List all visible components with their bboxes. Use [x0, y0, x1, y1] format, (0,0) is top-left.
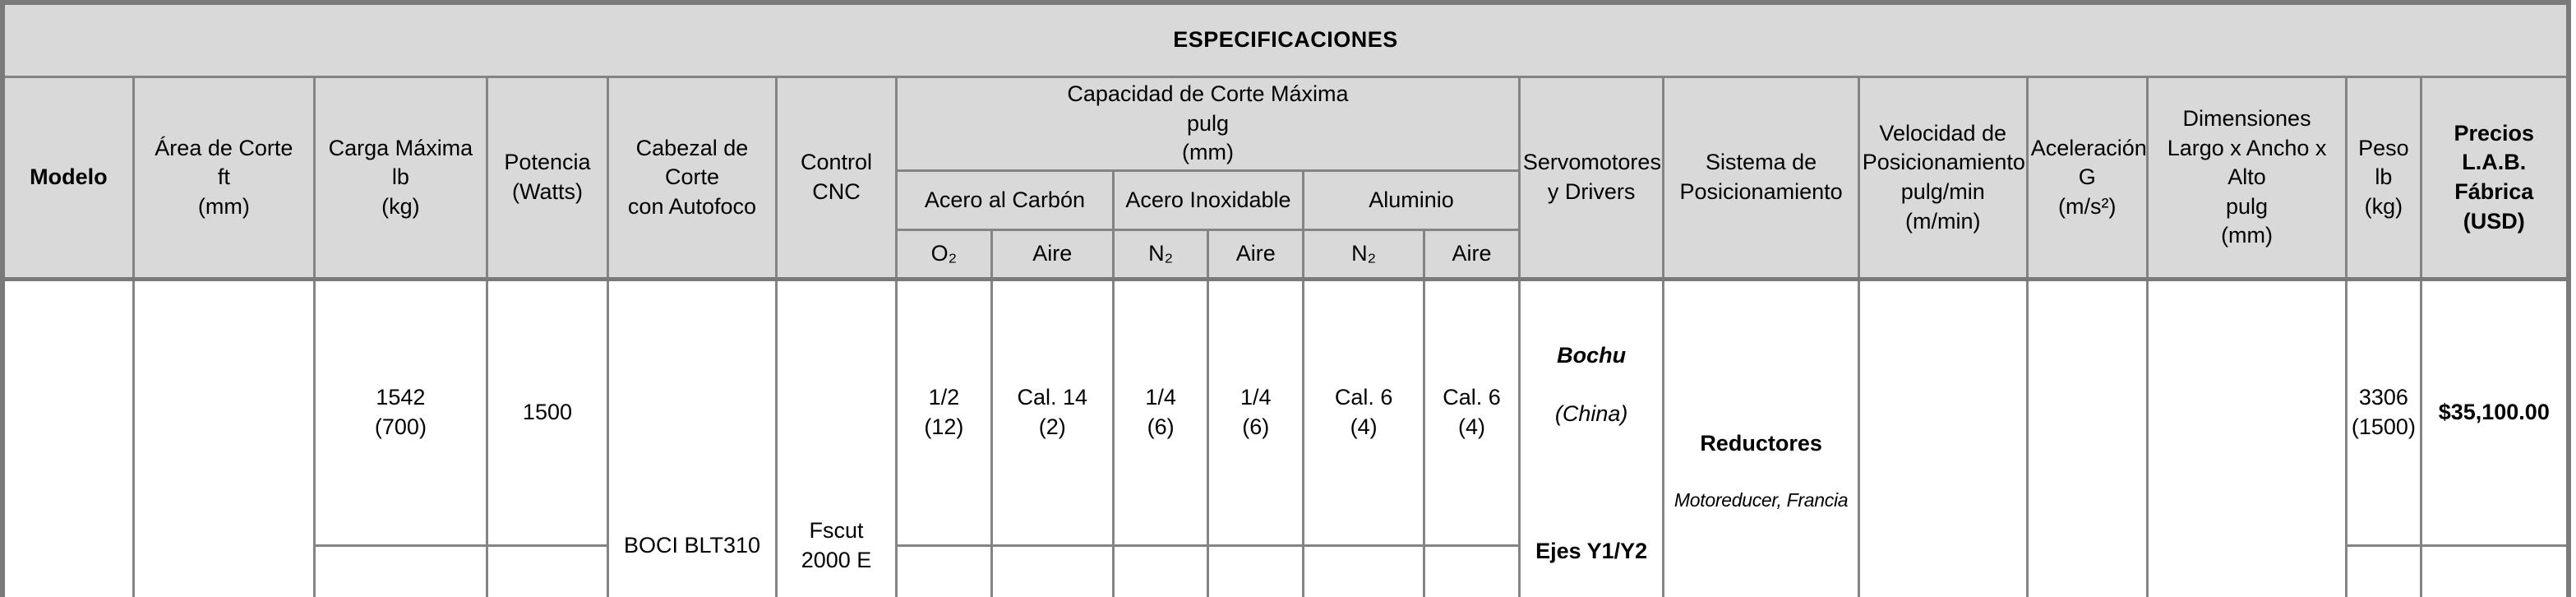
header-dimensiones: Dimensiones Largo x Ancho x Alto pulg (m…: [2145, 76, 2348, 280]
header-gas-aire-1: Aire: [990, 228, 1115, 280]
cell-precio-r1: $35,100.00: [2419, 276, 2570, 547]
cell-cap-n2a-r2: 5/16 (8): [1111, 544, 1210, 597]
header-gas-n2-2: N₂: [1302, 228, 1426, 280]
cell-cap-aire3-r2: 1/4 (6): [1423, 544, 1521, 597]
header-peso: Peso lb (kg): [2345, 76, 2422, 280]
header-acero-carbon: Acero al Carbón: [895, 169, 1115, 231]
cell-dimensiones: 189 x 87 x 61 (4800 x 2230 x 1540): [2145, 276, 2348, 597]
servo-brand-origin: (China): [1554, 401, 1628, 427]
servo-brand-group: Bochu (China): [1523, 312, 1660, 459]
header-control-cnc: Control CNC: [774, 76, 898, 280]
cell-potencia-r1: 1500: [485, 276, 610, 547]
cell-cap-n2a-r1: 1/4 (6): [1111, 276, 1210, 547]
header-precios: Precios L.A.B. Fábrica (USD): [2419, 76, 2570, 280]
sys-pinones: Piñones y cremalleras J&T, Taiwán: [1667, 593, 1854, 597]
cell-peso-r1: 3306 (1500): [2345, 276, 2422, 547]
cell-carga-r2: 1763 (800): [312, 544, 488, 597]
cell-carga-r1: 1542 (700): [312, 276, 488, 547]
header-servomotores: Servomotores y Drivers: [1517, 76, 1665, 280]
cell-cap-aire3-r1: Cal. 6 (4): [1423, 276, 1521, 547]
cell-control-r12: Fscut 2000 E: [774, 276, 898, 597]
cell-cabezal-r12: BOCI BLT310: [607, 276, 778, 597]
header-aluminio: Aluminio: [1302, 169, 1521, 231]
cell-cap-o2-r2: 3/4 (19): [895, 544, 993, 597]
cell-cap-aire1-r1: Cal. 14 (2): [990, 276, 1115, 547]
cell-peso-r2: 3416 (1550): [2345, 544, 2422, 597]
title-row: ESPECIFICACIONES: [1, 1, 2570, 78]
header-modelo: Modelo: [1, 76, 135, 280]
header-gas-n2-1: N₂: [1111, 228, 1210, 280]
servo-brand: Bochu: [1557, 343, 1627, 368]
header-gas-aire-3: Aire: [1423, 228, 1521, 280]
data-row-2: 1763 (800) 3000 3/4 (19) Cal. 14 (2) 5/1…: [2, 544, 2570, 597]
header-aceleracion: Aceleración G (m/s²): [2025, 76, 2149, 280]
cell-area-de-corte: Placas de 10 x 5 (3050 x 1520): [132, 276, 316, 597]
header-capacidad-corte: Capacidad de Corte Máxima pulg (mm): [895, 76, 1521, 172]
header-gas-o2: O₂: [895, 228, 993, 280]
cell-cap-o2-r1: 1/2 (12): [895, 276, 993, 547]
header-area-de-corte: Área de Corte ft (mm): [132, 76, 316, 280]
cell-sistema-posicionamiento: Reductores Motoreducer, Francia Piñones …: [1662, 276, 1860, 597]
cell-precio-r2: $40,100.00: [2419, 544, 2570, 597]
cell-cap-n2b-r2: 1/4 (6): [1302, 544, 1426, 597]
sys-reductores: Reductores Motoreducer, Francia: [1673, 431, 1849, 511]
cell-cap-aire2-r2: 5/16 (8): [1207, 544, 1305, 597]
header-velocidad: Velocidad de Posicionamiento pulg/min (m…: [1857, 76, 2029, 280]
header-row-2: Acero al Carbón Acero Inoxidable Alumini…: [2, 169, 2569, 231]
header-acero-inoxidable: Acero Inoxidable: [1111, 169, 1305, 231]
servo-axis-y: Ejes Y1/Y2 (1300 W c/u): [1535, 538, 1648, 563]
header-potencia: Potencia (Watts): [485, 76, 610, 280]
cell-aceleracion: 0.8 (7.84): [2025, 276, 2149, 597]
cell-modelo: ZEUS ECO 3015: [1, 276, 135, 597]
header-sistema-posicionamiento: Sistema de Posicionamiento: [1662, 76, 1860, 280]
cell-servomotores: Bochu (China) Ejes Y1/Y2 (1300 W c/u) Ej…: [1517, 276, 1665, 597]
header-carga-maxima: Carga Máxima lb (kg): [312, 76, 488, 280]
header-row-3: O₂ Aire N₂ Aire N₂ Aire: [2, 228, 2569, 280]
cell-cap-n2b-r1: Cal. 6 (4): [1302, 276, 1426, 547]
header-cabezal: Cabezal de Corte con Autofoco: [607, 76, 778, 280]
cell-potencia-r2: 3000: [485, 544, 610, 597]
cell-cap-aire1-r2: Cal. 14 (2): [990, 544, 1115, 597]
page-title: ESPECIFICACIONES: [1, 1, 2570, 78]
header-gas-aire-2: Aire: [1207, 228, 1305, 280]
header-row-1: Modelo Área de Corte ft (mm) Carga Máxim…: [1, 76, 2570, 280]
data-row-1: ZEUS ECO 3015 Placas de 10 x 5 (3050 x 1…: [1, 276, 2570, 597]
cell-cap-aire2-r1: 1/4 (6): [1207, 276, 1305, 547]
cell-velocidad: 3937 (100): [1857, 276, 2029, 597]
